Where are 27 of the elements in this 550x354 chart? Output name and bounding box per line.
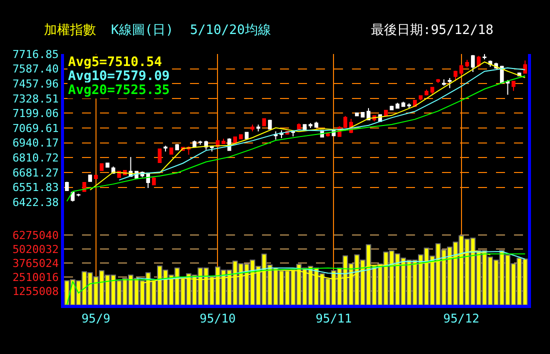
text: Avg10=7579.09 <box>68 69 170 84</box>
y-tick-label: 5020032 <box>12 243 59 256</box>
x-tick-label: 95/12 <box>443 311 480 326</box>
y-tick-label: 7328.51 <box>12 92 59 106</box>
y-tick-label: 2510016 <box>12 270 59 284</box>
y-tick-label: 7069.61 <box>12 122 59 135</box>
y-tick-label: 6940.17 <box>12 136 59 150</box>
text: K線圖(日) <box>111 23 174 38</box>
text: 最後日期:95/12/18 <box>371 23 494 38</box>
x-tick-label: 95/11 <box>316 311 352 326</box>
text: 5/10/20均線 <box>190 23 271 38</box>
y-tick-label: 6275040 <box>12 229 59 242</box>
y-tick-label: 7587.40 <box>12 62 59 76</box>
y-tick-label: 6681.27 <box>12 166 59 180</box>
y-tick-label: 7716.85 <box>12 48 59 61</box>
text: Avg20=7525.35 <box>68 83 170 98</box>
y-tick-label: 6551.83 <box>12 181 59 194</box>
x-tick-label: 95/10 <box>200 311 236 326</box>
x-tick-label: 95/9 <box>81 311 110 326</box>
chart-title: 加權指數 <box>44 23 96 38</box>
text: Avg5=7510.54 <box>68 55 162 70</box>
y-tick-label: 6810.72 <box>12 152 59 165</box>
y-tick-label: 6422.38 <box>12 196 59 209</box>
y-tick-label: 7199.06 <box>12 107 59 120</box>
y-tick-label: 3765024 <box>12 256 60 270</box>
y-tick-label: 7457.96 <box>12 77 59 90</box>
y-tick-label: 1255008 <box>12 284 59 298</box>
